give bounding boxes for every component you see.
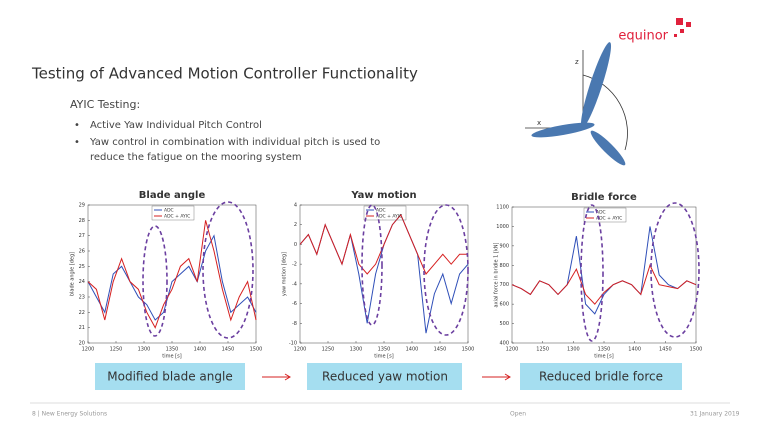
y-tick-label: 500 [499,321,509,327]
y-tick-label: 21 [79,325,85,331]
chart-title: Blade angle [139,190,206,201]
y-tick-label: 400 [499,341,509,347]
step-box [307,363,462,390]
y-axis-label: yaw motion [deg] [282,252,288,296]
y-tick-label: 23 [79,295,85,301]
chart-title: Bridle force [571,192,637,203]
y-tick-label: -6 [292,301,297,307]
logo: equinor [618,29,668,44]
y-tick-label: 27 [79,233,85,239]
y-tick-label: -10 [289,341,297,347]
y-tick-label: 1000 [496,224,509,230]
y-tick-label: 4 [294,203,297,209]
footer-center: Open [510,411,526,418]
x-tick-label: 1350 [378,347,391,353]
legend-label: ADC + AYIC [376,214,402,220]
plot-area [511,206,697,344]
x-tick-label: 1200 [294,347,307,353]
x-tick-label: 1350 [166,347,179,353]
series-line [511,263,697,305]
step-text: Reduced yaw motion [322,370,448,384]
step-text: Reduced bridle force [539,370,663,384]
logo-mark [674,18,691,37]
x-tick-label: 1500 [250,347,263,353]
y-tick-label: -8 [292,321,297,327]
arrow [262,373,291,381]
x-axis-label: time [s] [374,354,393,360]
y-tick-label: 29 [79,203,85,209]
bullet-text: reduce the fatigue on the mooring system [90,152,302,163]
x-tick-label: 1250 [110,347,123,353]
footer-right: 31 January 2019 [690,411,740,418]
y-tick-label: 26 [79,249,85,255]
legend-label: ADC [596,210,606,216]
footer-left: 8 | New Energy Solutions [32,411,107,418]
legend-label: ADC + AYIC [164,214,190,220]
x-tick-label: 1300 [350,347,363,353]
x-tick-label: 1500 [690,347,703,353]
bullet: • [74,120,80,131]
legend-label: ADC [164,208,174,214]
y-tick-label: 800 [499,263,509,269]
series-line [87,220,257,329]
slide-title: Testing of Advanced Motion Controller Fu… [31,65,418,83]
y-tick-label: -2 [292,262,297,268]
section-heading: AYIC Testing: [70,98,140,111]
y-tick-label: 25 [79,264,85,270]
y-tick-label: -4 [292,281,297,287]
highlight-ellipses [142,201,700,342]
x-tick-label: 1200 [506,347,519,353]
y-tick-label: 2 [294,222,297,228]
step-text: Modified blade angle [107,370,232,384]
legend-box [363,205,407,221]
y-tick-label: 24 [79,279,85,285]
y-tick-label: 0 [294,242,297,248]
y-tick-label: 600 [499,302,509,308]
step-box [95,363,245,390]
x-tick-label: 1400 [628,347,641,353]
x-tick-label: 1250 [322,347,335,353]
x-tick-label: 1300 [138,347,151,353]
axis-label: x [537,119,541,127]
y-tick-label: 20 [79,341,85,347]
x-tick-label: 1450 [222,347,235,353]
x-tick-label: 1400 [194,347,207,353]
x-tick-label: 1450 [434,347,447,353]
y-tick-label: 1100 [496,205,509,211]
series-line [87,234,257,321]
y-tick-label: 28 [79,218,85,224]
legend-box [151,205,195,221]
bullet-text: Yaw control in combination with individu… [89,137,380,148]
axis-label: z [575,58,579,66]
chart-title: Yaw motion [350,190,416,201]
x-tick-label: 1400 [406,347,419,353]
bullet: • [74,137,80,148]
bullet-text: Active Yaw Individual Pitch Control [90,120,262,131]
legend-label: ADC + AYIC [596,216,622,222]
arrow [482,373,511,381]
x-axis-label: time [s] [162,354,181,360]
x-tick-label: 1250 [536,347,549,353]
x-axis-label: time [s] [594,354,613,360]
x-tick-label: 1500 [462,347,475,353]
x-tick-label: 1350 [598,347,611,353]
x-tick-label: 1300 [567,347,580,353]
plot-area [299,204,469,344]
step-box [520,363,682,390]
y-tick-label: 900 [499,243,509,249]
rotor-diagram: z x [525,42,628,166]
legend-box [583,207,627,223]
y-axis-label: axial force in bridle 1 [kN] [494,242,500,307]
x-tick-label: 1450 [659,347,672,353]
series-line [299,213,468,275]
y-tick-label: 22 [79,310,85,316]
y-axis-label: blade angle [deg] [70,252,76,296]
x-tick-label: 1200 [82,347,95,353]
y-tick-label: 700 [499,282,509,288]
legend-label: ADC [376,208,386,214]
steps: Modified blade angle Reduced yaw motion … [95,363,682,390]
